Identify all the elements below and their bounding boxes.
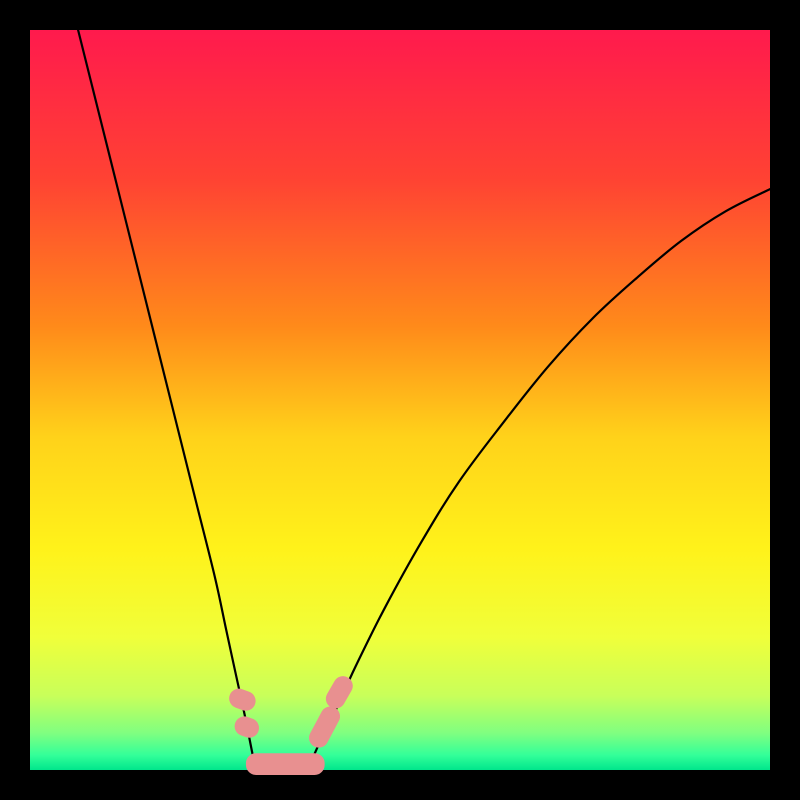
marker-2 [246, 754, 324, 775]
bottleneck-chart-svg [0, 0, 800, 800]
chart-container: TheBottleneck.com [0, 0, 800, 800]
plot-background-gradient [30, 30, 770, 770]
